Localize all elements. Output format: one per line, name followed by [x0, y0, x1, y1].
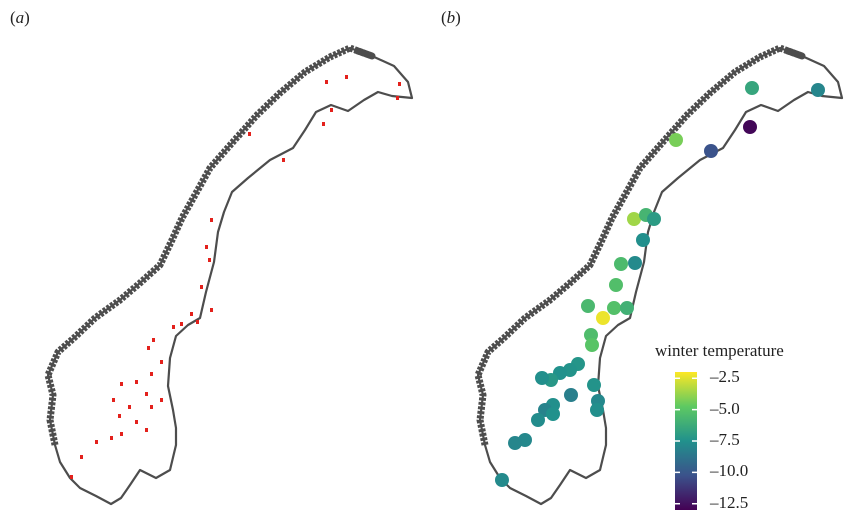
station-marker-s28	[546, 407, 560, 421]
norway-outline	[46, 46, 414, 506]
station-marker-s8	[647, 212, 661, 226]
legend-tick-label: –12.5	[710, 492, 749, 512]
station-marker-s15	[596, 311, 610, 325]
site-marker	[135, 380, 138, 384]
site-marker	[70, 475, 73, 479]
site-marker	[80, 455, 83, 459]
site-marker	[160, 360, 163, 364]
site-marker	[95, 440, 98, 444]
site-marker	[196, 320, 199, 324]
station-marker-s22	[535, 371, 549, 385]
site-marker	[145, 392, 148, 396]
station-marker-s2	[811, 83, 825, 97]
site-marker	[112, 398, 115, 402]
norway-west-coast	[44, 44, 376, 446]
norway-map-panel-a	[44, 44, 414, 506]
station-marker-s32	[508, 436, 522, 450]
legend-title: winter temperature	[655, 341, 784, 360]
norway-west-coast	[474, 44, 806, 446]
site-marker	[180, 322, 183, 326]
site-marker	[150, 372, 153, 376]
site-marker	[398, 82, 401, 86]
legend-tick-label: –5.0	[710, 398, 740, 418]
site-marker	[190, 312, 193, 316]
site-marker	[345, 75, 348, 79]
station-marker-s33	[495, 473, 509, 487]
site-marker	[205, 245, 208, 249]
site-marker	[110, 436, 113, 440]
station-marker-s13	[607, 301, 621, 315]
station-marker-s34	[581, 299, 595, 313]
legend-tick-label: –7.5	[710, 430, 740, 449]
site-marker	[200, 285, 203, 289]
station-marker-s1	[745, 81, 759, 95]
site-marker	[118, 414, 121, 418]
station-marker-s29	[531, 413, 545, 427]
site-marker	[330, 108, 333, 112]
site-marker	[120, 432, 123, 436]
site-marker	[210, 218, 213, 222]
legend-colorbar	[675, 372, 697, 510]
site-marker	[128, 405, 131, 409]
site-marker	[282, 158, 285, 162]
station-marker-s4	[704, 144, 718, 158]
site-marker	[147, 346, 150, 350]
station-marker-s10	[614, 257, 628, 271]
station-marker-s23	[587, 378, 601, 392]
norway-outline	[476, 46, 844, 506]
site-marker	[145, 428, 148, 432]
site-markers-panel-a	[70, 75, 401, 479]
site-marker	[160, 398, 163, 402]
station-marker-s24	[564, 388, 578, 402]
site-marker	[210, 308, 213, 312]
station-marker-s3	[743, 120, 757, 134]
site-marker	[325, 80, 328, 84]
site-marker	[120, 382, 123, 386]
panel-a-letter: a	[15, 8, 25, 27]
legend-tick-label: –10.0	[710, 461, 749, 481]
panel-a-label: (a)	[10, 8, 30, 27]
station-marker-s6	[627, 212, 641, 226]
norway-map-panel-b	[474, 44, 844, 506]
site-marker	[396, 96, 399, 100]
panel-b-letter: b	[446, 8, 456, 27]
site-marker	[248, 132, 251, 136]
legend-tick-label: –2.5	[710, 367, 740, 387]
site-marker	[208, 258, 211, 262]
colorbar-gradient	[675, 372, 697, 510]
station-markers-panel-b	[495, 81, 825, 487]
panel-b-label: (b)	[441, 8, 461, 27]
station-marker-s17	[585, 338, 599, 352]
site-marker	[150, 405, 153, 409]
site-marker	[152, 338, 155, 342]
site-marker	[322, 122, 325, 126]
station-marker-s12	[609, 278, 623, 292]
station-marker-s30	[590, 403, 604, 417]
station-marker-s14	[620, 301, 634, 315]
station-marker-s9	[636, 233, 650, 247]
site-marker	[172, 325, 175, 329]
site-marker	[135, 420, 138, 424]
station-marker-s5	[669, 133, 683, 147]
station-marker-s11	[628, 256, 642, 270]
